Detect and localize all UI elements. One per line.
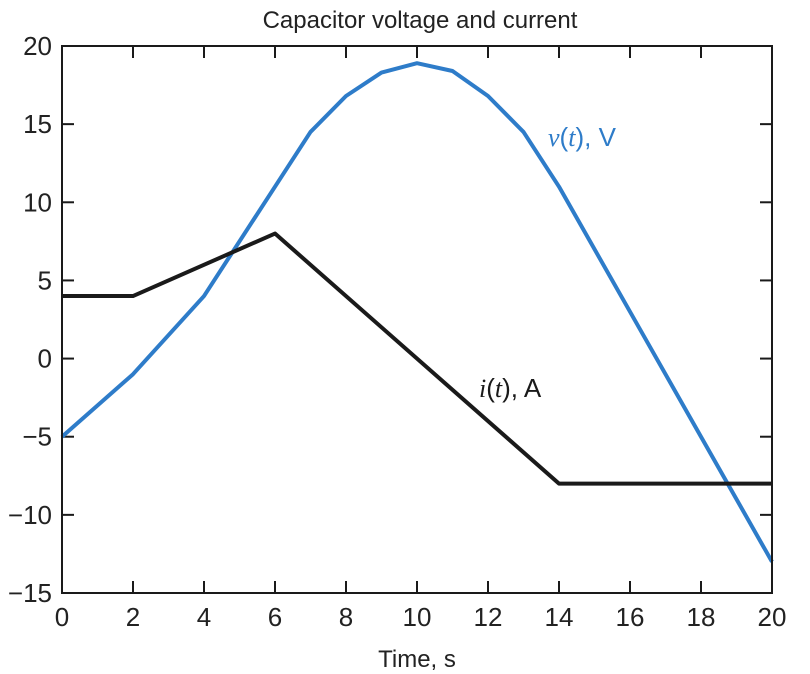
x-tick-label: 18 (687, 602, 716, 632)
v-series-line (60, 61, 774, 563)
y-tick-label: 20 (23, 31, 52, 61)
x-tick-label: 12 (474, 602, 503, 632)
v-label-arg: t (568, 123, 576, 152)
x-tick-label: 6 (268, 602, 282, 632)
y-tick-label: −10 (8, 500, 52, 530)
tick-labels: 0 2 4 6 8 10 12 14 16 18 20 −15 −10 −5 0 5 10 15 20 (8, 31, 787, 632)
v-label-paren-close: ), (575, 122, 598, 152)
i-label-unit: A (524, 373, 542, 403)
y-tick-label: −5 (22, 422, 52, 452)
i-label-arg: t (495, 374, 503, 403)
series-lines (60, 61, 774, 563)
v-label-paren-open: ( (560, 122, 569, 152)
x-tick-label: 4 (197, 602, 211, 632)
i-series-line (62, 231, 772, 486)
v-series-label: v(t), V (548, 122, 617, 152)
y-tick-label: 10 (23, 187, 52, 217)
y-tick-label: −15 (8, 578, 52, 608)
i-label-paren-close: ), (502, 373, 524, 403)
plot-frame (61, 45, 773, 594)
x-tick-label: 10 (403, 602, 432, 632)
v-label-unit: V (599, 122, 617, 152)
v-label-func: v (548, 123, 560, 152)
chart-title: Capacitor voltage and current (263, 7, 578, 34)
x-axis-label: Time, s (378, 646, 456, 673)
x-tick-label: 20 (758, 602, 787, 632)
x-tick-label: 16 (616, 602, 645, 632)
i-label-paren-open: ( (486, 373, 495, 403)
x-tick-label: 14 (545, 602, 574, 632)
y-tick-label: 0 (38, 344, 52, 374)
i-label-func: i (479, 374, 486, 403)
ticks (61, 45, 773, 594)
y-tick-label: 15 (23, 109, 52, 139)
x-tick-label: 2 (126, 602, 140, 632)
x-tick-label: 0 (55, 602, 69, 632)
y-tick-label: 5 (38, 265, 52, 295)
i-series-label: i(t), A (479, 373, 542, 403)
x-tick-label: 8 (339, 602, 353, 632)
